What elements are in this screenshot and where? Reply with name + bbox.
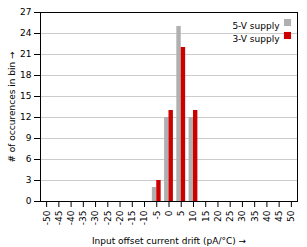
svg-text:15: 15: [201, 211, 211, 222]
svg-text:-25: -25: [103, 211, 113, 226]
svg-text:5: 5: [176, 211, 186, 217]
svg-text:0: 0: [164, 210, 174, 216]
svg-text:15: 15: [20, 91, 31, 101]
svg-text:27: 27: [20, 7, 31, 17]
svg-text:-15: -15: [127, 211, 137, 226]
svg-text:40: 40: [262, 210, 272, 222]
svg-text:50: 50: [286, 210, 296, 222]
svg-text:6: 6: [26, 154, 32, 164]
svg-text:3: 3: [26, 175, 32, 185]
svg-text:21: 21: [20, 49, 31, 59]
svg-text:0: 0: [26, 196, 32, 206]
svg-text:25: 25: [225, 211, 235, 222]
svg-text:3-V supply: 3-V supply: [232, 34, 280, 44]
svg-text:Input offset current drift (pA: Input offset current drift (pA/°C) →: [92, 236, 247, 246]
svg-text:5-V supply: 5-V supply: [232, 21, 280, 31]
svg-text:-30: -30: [90, 210, 100, 225]
svg-text:-5: -5: [152, 211, 162, 220]
svg-text:-50: -50: [41, 210, 51, 225]
svg-text:24: 24: [20, 28, 32, 38]
svg-text:-10: -10: [139, 210, 149, 225]
svg-text:-20: -20: [115, 210, 125, 225]
svg-text:45: 45: [274, 211, 284, 222]
svg-text:-40: -40: [66, 210, 76, 225]
svg-text:30: 30: [237, 210, 247, 222]
svg-text:# of occurences in bin →: # of occurences in bin →: [7, 51, 17, 163]
svg-text:20: 20: [213, 210, 223, 222]
svg-text:9: 9: [26, 133, 32, 143]
svg-text:12: 12: [20, 112, 31, 122]
svg-text:-35: -35: [78, 211, 88, 226]
svg-text:-45: -45: [54, 211, 64, 226]
svg-text:18: 18: [20, 70, 32, 80]
svg-text:35: 35: [250, 211, 260, 222]
svg-text:10: 10: [188, 210, 198, 222]
